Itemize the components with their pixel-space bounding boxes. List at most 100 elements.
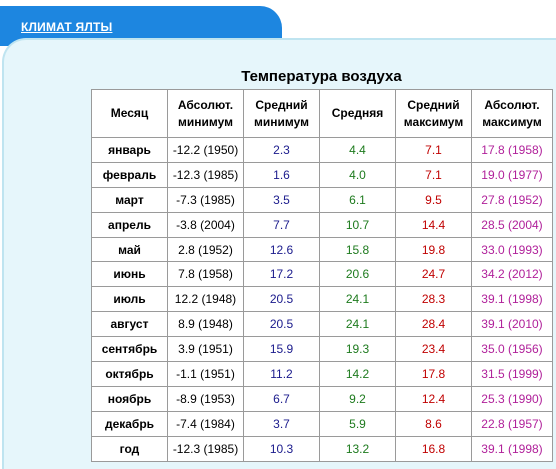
mean-min-cell: 10.3 [243, 435, 320, 462]
table-row: август 8.9 (1948) 20.5 24.1 28.4 39.1 (2010) [91, 311, 553, 338]
mean-min-cell: 20.5 [243, 311, 320, 338]
mean-cell: 4.4 [319, 137, 396, 163]
mean-min-cell: 17.2 [243, 261, 320, 288]
table-row: февраль -12.3 (1985) 1.6 4.0 7.1 19.0 (1977) [91, 161, 553, 188]
month-cell: год [91, 435, 168, 462]
month-cell: март [91, 186, 168, 213]
mean-max-cell: 28.3 [395, 286, 472, 313]
table-row: декабрь -7.4 (1984) 3.7 5.9 8.6 22.8 (1957) [91, 410, 553, 437]
abs-max-cell: 27.8 (1952) [471, 186, 553, 213]
mean-cell: 5.9 [319, 410, 396, 437]
abs-max-cell: 34.2 (2012) [471, 261, 553, 288]
month-cell: август [91, 311, 168, 338]
abs-min-cell: -8.9 (1953) [167, 385, 244, 412]
mean-cell: 15.8 [319, 236, 396, 263]
abs-min-cell: -12.3 (1985) [167, 435, 244, 462]
abs-min-cell: 12.2 (1948) [167, 286, 244, 313]
mean-min-cell: 15.9 [243, 336, 320, 363]
mean-min-cell: 11.2 [243, 361, 320, 387]
header-row: Месяц Абсолют. минимум Средний минимум С… [91, 89, 553, 138]
month-cell: апрель [91, 211, 168, 238]
mean-max-cell: 23.4 [395, 336, 472, 363]
mean-cell: 20.6 [319, 261, 396, 288]
mean-max-cell: 7.1 [395, 161, 472, 188]
table-row: год -12.3 (1985) 10.3 13.2 16.8 39.1 (1998) [91, 435, 553, 462]
abs-min-cell: 8.9 (1948) [167, 311, 244, 338]
mean-max-cell: 7.1 [395, 137, 472, 163]
abs-min-cell: -7.4 (1984) [167, 410, 244, 437]
header-abs-min: Абсолют. минимум [167, 89, 244, 138]
table-row: январь -12.2 (1950) 2.3 4.4 7.1 17.8 (1958) [91, 137, 553, 163]
abs-max-cell: 39.1 (1998) [471, 435, 553, 462]
month-cell: февраль [91, 161, 168, 188]
mean-min-cell: 6.7 [243, 385, 320, 412]
abs-min-cell: 3.9 (1951) [167, 336, 244, 363]
mean-min-cell: 20.5 [243, 286, 320, 313]
mean-min-cell: 7.7 [243, 211, 320, 238]
mean-cell: 24.1 [319, 311, 396, 338]
temperature-table: Месяц Абсолют. минимум Средний минимум С… [91, 89, 553, 462]
mean-max-cell: 16.8 [395, 435, 472, 462]
mean-max-cell: 9.5 [395, 186, 472, 213]
abs-max-cell: 25.3 (1990) [471, 385, 553, 412]
mean-cell: 24.1 [319, 286, 396, 313]
abs-max-cell: 28.5 (2004) [471, 211, 553, 238]
abs-max-cell: 35.0 (1956) [471, 336, 553, 363]
mean-min-cell: 3.7 [243, 410, 320, 437]
header-mean: Средняя [319, 89, 396, 138]
abs-max-cell: 22.8 (1957) [471, 410, 553, 437]
abs-max-cell: 33.0 (1993) [471, 236, 553, 263]
mean-cell: 10.7 [319, 211, 396, 238]
table-row: июнь 7.8 (1958) 17.2 20.6 24.7 34.2 (2012) [91, 261, 553, 288]
mean-max-cell: 14.4 [395, 211, 472, 238]
table-title: Температура воздуха [241, 68, 402, 85]
mean-min-cell: 2.3 [243, 137, 320, 163]
mean-max-cell: 28.4 [395, 311, 472, 338]
climate-yalta-link[interactable]: КЛИМАТ ЯЛТЫ [21, 20, 113, 34]
abs-min-cell: -12.2 (1950) [167, 137, 244, 163]
mean-min-cell: 12.6 [243, 236, 320, 263]
table-row: сентябрь 3.9 (1951) 15.9 19.3 23.4 35.0 (1956… [91, 336, 553, 363]
mean-max-cell: 8.6 [395, 410, 472, 437]
month-cell: октябрь [91, 361, 168, 387]
month-cell: сентябрь [91, 336, 168, 363]
abs-max-cell: 39.1 (2010) [471, 311, 553, 338]
header-abs-max: Абсолют. максимум [471, 89, 553, 138]
abs-min-cell: -1.1 (1951) [167, 361, 244, 387]
mean-max-cell: 17.8 [395, 361, 472, 387]
table-row: март -7.3 (1985) 3.5 6.1 9.5 27.8 (1952) [91, 186, 553, 213]
month-cell: май [91, 236, 168, 263]
header-mean-max: Средний максимум [395, 89, 472, 138]
table-row: май 2.8 (1952) 12.6 15.8 19.8 33.0 (1993) [91, 236, 553, 263]
mean-min-cell: 3.5 [243, 186, 320, 213]
abs-min-cell: 2.8 (1952) [167, 236, 244, 263]
mean-cell: 19.3 [319, 336, 396, 363]
mean-cell: 6.1 [319, 186, 396, 213]
table-row: апрель -3.8 (2004) 7.7 10.7 14.4 28.5 (2004) [91, 211, 553, 238]
abs-min-cell: -12.3 (1985) [167, 161, 244, 188]
abs-min-cell: -7.3 (1985) [167, 186, 244, 213]
mean-max-cell: 19.8 [395, 236, 472, 263]
mean-cell: 13.2 [319, 435, 396, 462]
month-cell: июль [91, 286, 168, 313]
mean-cell: 4.0 [319, 161, 396, 188]
month-cell: декабрь [91, 410, 168, 437]
header-month: Месяц [91, 89, 168, 138]
month-cell: июнь [91, 261, 168, 288]
abs-max-cell: 39.1 (1998) [471, 286, 553, 313]
table-row: октябрь -1.1 (1951) 11.2 14.2 17.8 31.5 (1999… [91, 361, 553, 387]
abs-max-cell: 19.0 (1977) [471, 161, 553, 188]
mean-max-cell: 24.7 [395, 261, 472, 288]
abs-max-cell: 17.8 (1958) [471, 137, 553, 163]
table-row: ноябрь -8.9 (1953) 6.7 9.2 12.4 25.3 (1990) [91, 385, 553, 412]
mean-cell: 14.2 [319, 361, 396, 387]
header-mean-min: Средний минимум [243, 89, 320, 138]
mean-cell: 9.2 [319, 385, 396, 412]
mean-max-cell: 12.4 [395, 385, 472, 412]
mean-min-cell: 1.6 [243, 161, 320, 188]
abs-min-cell: -3.8 (2004) [167, 211, 244, 238]
month-cell: ноябрь [91, 385, 168, 412]
month-cell: январь [91, 137, 168, 163]
table-row: июль 12.2 (1948) 20.5 24.1 28.3 39.1 (1998) [91, 286, 553, 313]
abs-min-cell: 7.8 (1958) [167, 261, 244, 288]
